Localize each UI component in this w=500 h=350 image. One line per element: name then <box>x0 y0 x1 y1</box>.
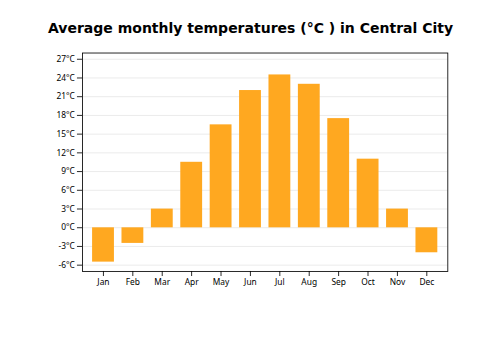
svg-text:18°C: 18°C <box>56 109 75 120</box>
svg-text:27°C: 27°C <box>56 53 75 64</box>
svg-text:0°C: 0°C <box>61 221 75 232</box>
svg-text:Feb: Feb <box>126 276 140 287</box>
svg-text:-3°C: -3°C <box>58 240 75 251</box>
svg-text:Jul: Jul <box>274 276 285 287</box>
svg-text:Jun: Jun <box>243 276 257 287</box>
svg-text:May: May <box>213 276 230 287</box>
svg-text:15°C: 15°C <box>56 128 75 139</box>
svg-text:Apr: Apr <box>185 276 200 287</box>
svg-text:Sep: Sep <box>331 276 345 287</box>
svg-text:6°C: 6°C <box>61 184 75 195</box>
svg-text:Oct: Oct <box>361 276 375 287</box>
svg-text:12°C: 12°C <box>56 147 75 158</box>
svg-text:24°C: 24°C <box>56 72 75 83</box>
svg-text:-6°C: -6°C <box>58 259 75 270</box>
svg-text:3°C: 3°C <box>61 203 75 214</box>
svg-text:Aug: Aug <box>301 276 317 287</box>
html-text:Average monthly temperatures (: Average monthly temperatures (°C ) in Ce… <box>48 20 453 36</box>
svg-text:Nov: Nov <box>390 276 406 287</box>
svg-text:9°C: 9°C <box>61 165 75 176</box>
svg-text:Dec: Dec <box>419 276 434 287</box>
svg-text:Jan: Jan <box>96 276 109 287</box>
svg-text:Mar: Mar <box>154 276 170 287</box>
svg-text:21°C: 21°C <box>56 90 75 101</box>
